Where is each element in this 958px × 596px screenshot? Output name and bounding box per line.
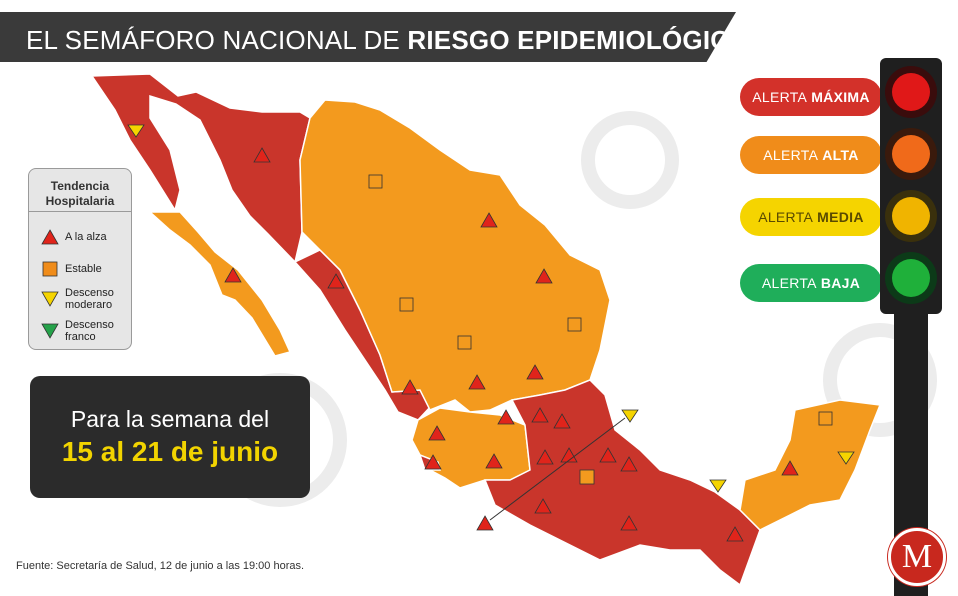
alert-prefix: ALERTA	[761, 275, 817, 291]
trend-stable-icon	[457, 335, 472, 350]
trend-up-icon	[599, 447, 617, 463]
orange-square-icon	[42, 261, 58, 277]
legend-label: Descenso franco	[65, 319, 114, 343]
alert-prefix: ALERTA	[763, 147, 819, 163]
trend-up-icon	[531, 407, 549, 423]
state-west	[411, 407, 531, 489]
alert-prefix: ALERTA	[752, 89, 808, 105]
legend-item-down-moderate: Descenso moderaro	[41, 287, 131, 311]
trend-up-icon	[536, 449, 554, 465]
alert-level: ALTA	[822, 147, 859, 163]
trend-stable-icon	[567, 317, 582, 332]
yellow-lamp-icon	[885, 190, 937, 242]
green-lamp-icon	[885, 252, 937, 304]
trend-down-moderate-icon	[837, 451, 855, 465]
legend: Tendencia Hospitalaria A la alza Estable…	[28, 168, 132, 350]
page-title: EL SEMÁFORO NACIONAL DE RIESGO EPIDEMIOL…	[26, 25, 750, 56]
red-triangle-up-icon	[41, 229, 59, 245]
trend-up-icon	[781, 460, 799, 476]
alert-level: BAJA	[820, 275, 861, 291]
trend-up-icon	[468, 374, 486, 390]
trend-up-icon	[480, 212, 498, 228]
trend-up-icon	[401, 379, 419, 395]
trend-up-icon	[526, 364, 544, 380]
state-north-central	[299, 99, 611, 413]
alert-prefix: ALERTA	[758, 209, 814, 225]
alert-baja: ALERTA BAJA	[740, 264, 882, 302]
alert-maxima: ALERTA MÁXIMA	[740, 78, 882, 116]
legend-label: Estable	[65, 263, 102, 275]
title-emphasis: RIESGO EPIDEMIOLÓGICO	[407, 25, 750, 55]
source-note: Fuente: Secretaría de Salud, 12 de junio…	[16, 560, 305, 572]
alert-alta: ALERTA ALTA	[740, 136, 882, 174]
legend-title: Tendencia Hospitalaria	[45, 179, 115, 208]
trend-up-icon	[560, 447, 578, 463]
alert-media: ALERTA MEDIA	[740, 198, 882, 236]
trend-stable-icon	[818, 411, 833, 426]
trend-up-icon	[253, 147, 271, 163]
state-yucatan	[739, 399, 882, 531]
legend-label: Descenso moderaro	[65, 287, 114, 311]
trend-up-icon	[224, 267, 242, 283]
week-card: Para la semana del 15 al 21 de junio	[30, 376, 310, 498]
yellow-triangle-down-icon	[41, 291, 59, 307]
state-center-south	[483, 379, 761, 587]
legend-item-stable: Estable	[41, 261, 102, 277]
legend-divider	[29, 211, 131, 212]
trend-up-icon	[620, 456, 638, 472]
alert-level: MÁXIMA	[811, 89, 870, 105]
trend-up-icon	[620, 515, 638, 531]
trend-up-icon	[485, 453, 503, 469]
trend-down-moderate-icon	[709, 479, 727, 493]
trend-up-icon	[726, 526, 744, 542]
trend-up-icon	[534, 498, 552, 514]
trend-up-icon	[497, 409, 515, 425]
red-lamp-icon	[885, 66, 937, 118]
state-bcs	[148, 211, 292, 357]
trend-up-icon	[553, 413, 571, 429]
legend-item-down-strong: Descenso franco	[41, 319, 131, 343]
trend-stable-icon	[399, 297, 414, 312]
trend-up-icon	[476, 515, 494, 531]
trend-down-moderate-icon	[127, 124, 145, 138]
green-triangle-down-icon	[41, 323, 59, 339]
trend-down-moderate-icon	[621, 409, 639, 423]
alert-level: MEDIA	[817, 209, 864, 225]
state-sonora-bc	[90, 73, 311, 264]
milenio-logo-icon: M	[888, 528, 946, 586]
orange-lamp-icon	[885, 128, 937, 180]
trend-up-icon	[535, 268, 553, 284]
leader-line	[489, 417, 626, 521]
title-prefix: EL SEMÁFORO NACIONAL DE	[26, 25, 408, 55]
week-intro: Para la semana del	[70, 406, 270, 432]
state-stable-marker	[579, 469, 595, 485]
trend-up-icon	[424, 454, 442, 470]
legend-item-up: A la alza	[41, 229, 107, 245]
legend-label: A la alza	[65, 231, 107, 243]
trend-stable-icon	[368, 174, 383, 189]
trend-up-icon	[428, 425, 446, 441]
week-dates: 15 al 21 de junio	[61, 436, 279, 467]
trend-markers	[127, 124, 855, 542]
trend-up-icon	[327, 273, 345, 289]
title-bar	[0, 12, 736, 62]
